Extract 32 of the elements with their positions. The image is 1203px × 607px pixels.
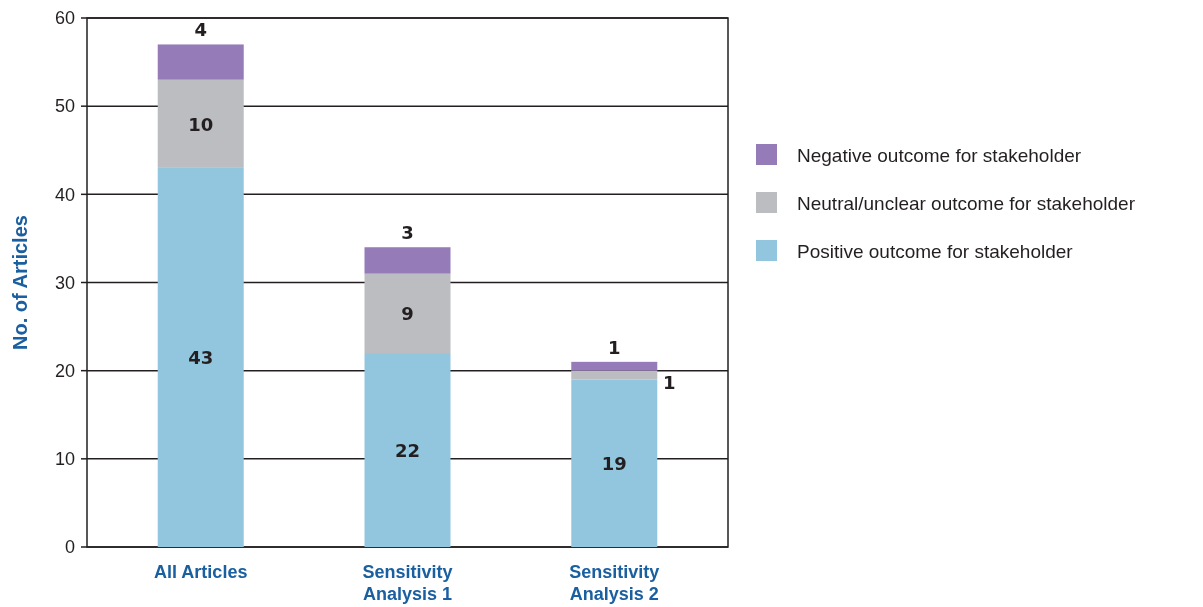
data-label: 4 xyxy=(194,19,207,41)
bar xyxy=(571,361,658,371)
y-tick-label: 10 xyxy=(54,449,75,470)
bar xyxy=(157,79,244,168)
data-label: 10 xyxy=(188,113,214,135)
y-tick-label: 40 xyxy=(54,184,75,205)
y-tick-label: 60 xyxy=(54,8,75,29)
legend-label: Positive outcome for stakeholder xyxy=(797,240,1074,262)
x-tick-label: All Articles xyxy=(154,562,248,582)
legend-label: Negative outcome for stakeholder xyxy=(797,144,1082,166)
bar xyxy=(364,247,451,274)
y-tick-label: 20 xyxy=(54,360,75,381)
data-label: 1 xyxy=(663,372,676,394)
data-label: 1 xyxy=(608,336,621,358)
data-label: 22 xyxy=(394,440,421,462)
y-axis-title: No. of Articles xyxy=(9,215,31,350)
x-tick-label: Sensitivity Analysis 1 xyxy=(362,562,453,604)
bar xyxy=(157,167,244,547)
data-label: 3 xyxy=(401,222,414,244)
bar xyxy=(157,44,244,80)
data-label: 19 xyxy=(601,453,627,475)
bar xyxy=(364,273,451,354)
y-tick-label: 50 xyxy=(54,96,75,117)
bar xyxy=(571,370,658,380)
data-label: 9 xyxy=(401,303,414,325)
bar xyxy=(571,379,658,547)
data-label: 43 xyxy=(188,347,214,369)
y-tick-label: 30 xyxy=(54,272,75,293)
legend-label: Neutral/unclear outcome for stakeholder xyxy=(797,192,1136,214)
bar xyxy=(364,353,451,547)
x-tick-label: Sensitivity Analysis 2 xyxy=(569,562,660,604)
y-tick-label: 0 xyxy=(64,537,75,558)
